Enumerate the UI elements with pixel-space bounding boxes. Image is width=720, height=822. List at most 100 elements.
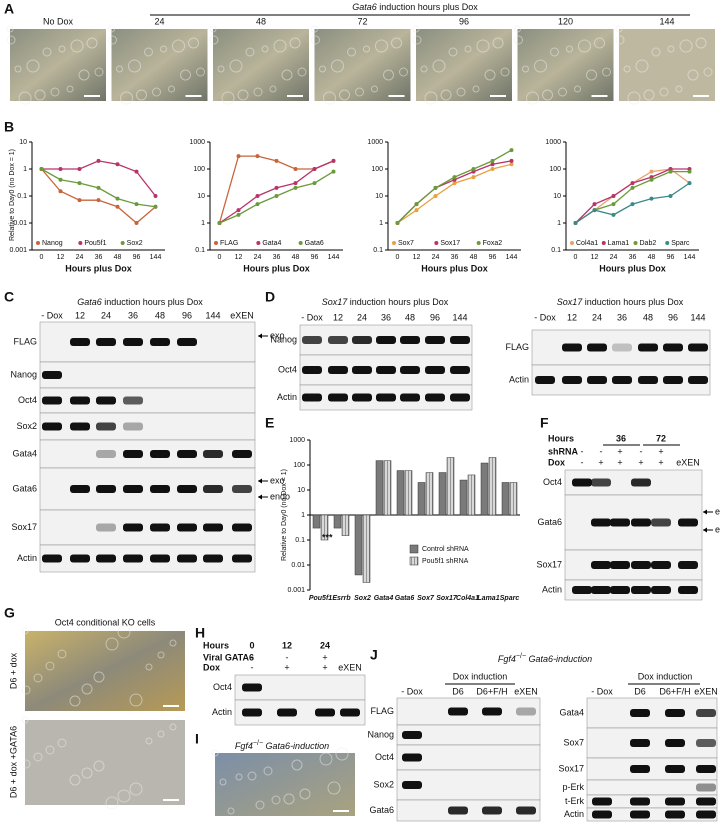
cell: [120, 91, 133, 105]
band: [42, 396, 62, 405]
cell: [687, 69, 699, 81]
cell: [26, 59, 40, 73]
marker: [509, 158, 514, 163]
cell: [157, 651, 165, 659]
cell: [58, 45, 66, 53]
band: [610, 586, 630, 594]
marker: [134, 221, 139, 225]
band: [665, 765, 685, 773]
band: [123, 485, 143, 493]
cell: [6, 35, 16, 45]
legend-label: Col4a1: [576, 240, 598, 247]
marker: [687, 169, 692, 174]
band: [562, 343, 582, 352]
image-label: No Dox: [43, 16, 74, 26]
x-tick-label: 144: [328, 254, 340, 261]
legend-marker: [434, 241, 439, 245]
cell: [578, 39, 591, 53]
group-label: Dox induction: [453, 671, 508, 681]
bar: [459, 479, 468, 516]
condition: -: [581, 446, 584, 456]
marker: [331, 169, 336, 174]
marker: [490, 167, 495, 171]
legend-marker: [665, 241, 670, 245]
lane-label: - Dox: [591, 686, 613, 696]
blot-label: Oct4: [278, 364, 297, 374]
cell: [93, 760, 105, 772]
lane-label: eXEN: [514, 686, 538, 696]
marker: [649, 177, 654, 182]
cell: [623, 65, 631, 73]
micrograph: [25, 720, 185, 805]
panel-label: A: [4, 1, 14, 17]
micrograph: [619, 29, 715, 101]
blot-label: FLAG: [370, 706, 394, 716]
band: [402, 731, 422, 739]
legend-label: Pou5f1: [84, 240, 106, 247]
cell: [169, 723, 177, 731]
panel-label: I: [195, 731, 199, 747]
marker: [668, 194, 673, 198]
band: [535, 376, 555, 384]
marker: [153, 204, 158, 209]
legend-marker: [214, 241, 218, 245]
cell: [129, 782, 143, 796]
band: [203, 554, 223, 563]
panel-header: Gata6 induction hours plus Dox: [77, 297, 203, 307]
cell: [391, 37, 402, 49]
condition: -: [286, 652, 289, 662]
y-tick-label: 0.1: [295, 537, 305, 544]
x-tick-label: 0: [396, 254, 400, 261]
band: [96, 554, 116, 563]
cell: [261, 45, 269, 53]
band: [450, 366, 470, 374]
panel-label: H: [195, 625, 205, 641]
hours-label: 36: [616, 433, 626, 443]
band: [400, 393, 420, 402]
condition: +: [658, 446, 663, 456]
band: [203, 523, 223, 532]
lane-label: - Dox: [41, 310, 63, 320]
band: [610, 561, 630, 569]
y-tick-label: 10: [297, 487, 305, 494]
band: [696, 709, 716, 717]
marker: [77, 181, 82, 186]
band: [177, 523, 197, 532]
cell: [168, 85, 175, 93]
blot-label: t-Erk: [565, 796, 584, 806]
lane-label: 36: [128, 310, 138, 320]
x-tick-label: 144: [506, 254, 518, 261]
band: [302, 393, 322, 402]
panel-header: Gata6 induction hours plus Dox: [352, 2, 478, 12]
cell: [281, 69, 293, 81]
micrograph: [111, 29, 208, 101]
cell: [269, 85, 277, 93]
cell: [311, 25, 318, 33]
blot-label: Oct4: [18, 395, 37, 405]
band: [96, 450, 116, 458]
band: [630, 797, 650, 806]
x-tick-label: 36: [95, 254, 103, 261]
x-tick-label: 0: [574, 254, 578, 261]
x-tick-label: Sox7: [417, 595, 435, 602]
band: [591, 586, 611, 594]
marker: [630, 202, 635, 207]
bar: [446, 457, 455, 516]
bar: [362, 514, 371, 583]
lane-label: eXEN: [694, 686, 718, 696]
bar: [354, 514, 363, 576]
cell: [464, 45, 472, 53]
lane-label: - Dox: [401, 686, 423, 696]
band: [696, 797, 716, 806]
marker: [509, 148, 514, 153]
cell: [45, 661, 55, 671]
blot-label: Actin: [212, 707, 232, 717]
blot-label: Gata4: [559, 707, 584, 717]
cell: [335, 747, 349, 761]
cell: [448, 47, 458, 57]
gene: Gata6-induction: [529, 654, 593, 664]
cell: [319, 752, 333, 766]
panel-header: Sox17 induction hours plus Dox: [322, 297, 449, 307]
band: [450, 336, 470, 344]
